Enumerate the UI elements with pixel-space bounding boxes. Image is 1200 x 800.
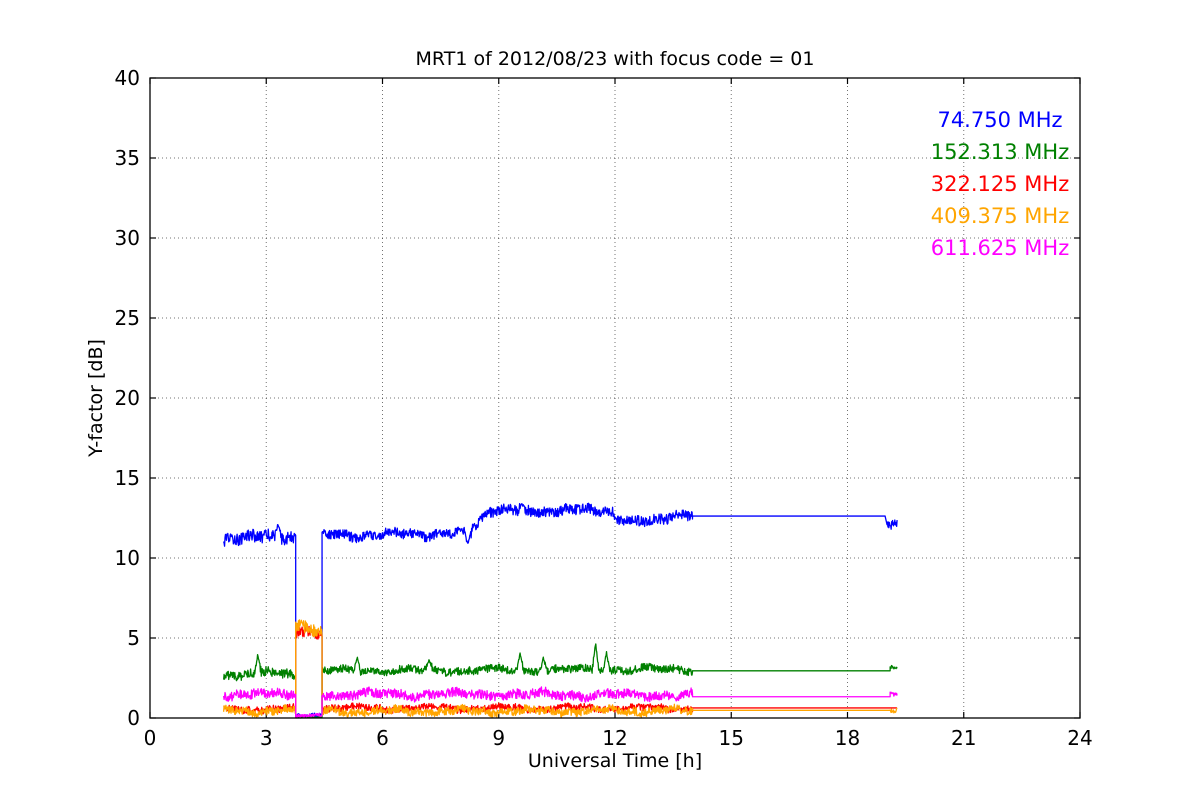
x-tick-label-15: 15	[718, 726, 744, 750]
axes-frame	[149, 77, 1081, 719]
y-tick-label-10: 10	[114, 546, 140, 570]
x-axis-label: Universal Time [h]	[527, 750, 703, 772]
x-tick-label-9: 9	[492, 726, 506, 750]
series-74.750-MHz	[223, 502, 898, 719]
legend-item-409.375-MHz: 409.375 MHz	[930, 204, 1070, 228]
series-409.375-MHz	[222, 619, 898, 719]
x-tick-label-0: 0	[143, 726, 157, 750]
x-tick-label-3: 3	[259, 726, 273, 750]
series-611.625-MHz	[222, 686, 898, 719]
y-tick-label-30: 30	[114, 226, 140, 250]
legend-item-322.125-MHz: 322.125 MHz	[930, 172, 1070, 196]
y-tick-label-0: 0	[127, 706, 140, 730]
x-tick-label-24: 24	[1067, 726, 1093, 750]
x-tick-label-21: 21	[951, 726, 977, 750]
x-tick-label-18: 18	[834, 726, 861, 750]
legend-item-611.625-MHz: 611.625 MHz	[930, 236, 1070, 260]
y-tick-label-25: 25	[114, 306, 140, 330]
legend-item-74.750-MHz: 74.750 MHz	[937, 108, 1063, 132]
legend: 74.750 MHz 152.313 MHz 322.125 MHz 409.3…	[880, 104, 1120, 264]
y-tick-label-40: 40	[114, 66, 140, 90]
y-tick-label-20: 20	[114, 386, 140, 410]
y-tick-label-15: 15	[114, 466, 140, 490]
chart-title: MRT1 of 2012/08/23 with focus code = 01	[415, 48, 815, 70]
x-tick-label-6: 6	[376, 726, 389, 750]
x-tick-label-12: 12	[602, 726, 628, 750]
y-tick-label-5: 5	[127, 626, 140, 650]
legend-item-152.313-MHz: 152.313 MHz	[930, 140, 1070, 164]
y-tick-label-35: 35	[114, 146, 140, 170]
